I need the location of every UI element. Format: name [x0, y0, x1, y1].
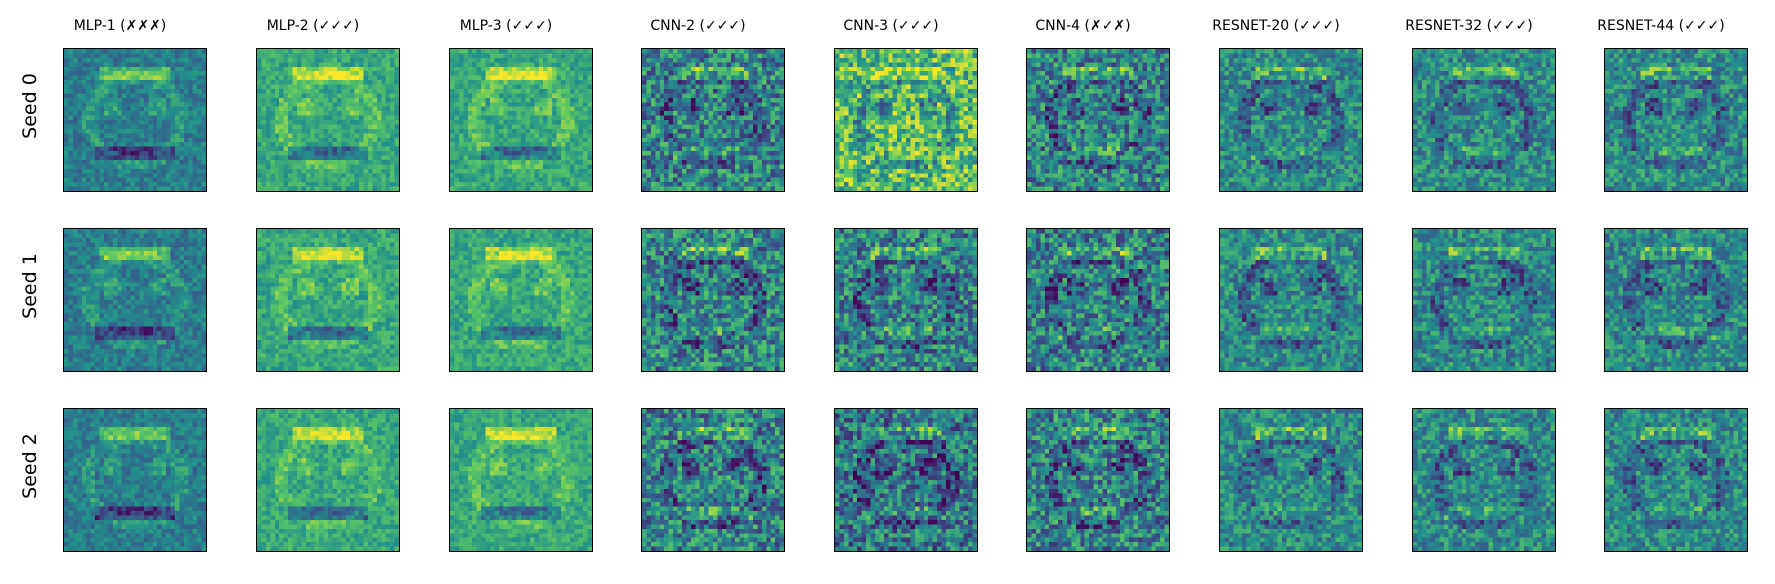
column-title-mlp-2: MLP-2 (✓✓✓) [266, 18, 360, 34]
heatmap-image [257, 49, 399, 191]
column-title-mlp-1: MLP-1 (✗✗✗) [73, 18, 167, 34]
heatmap-image [450, 49, 592, 191]
heatmap-image [642, 229, 784, 371]
heatmap-panel [449, 228, 593, 372]
heatmap-panel [1026, 228, 1170, 372]
heatmap-image [1413, 229, 1555, 371]
heatmap-image [64, 49, 206, 191]
heatmap-image [1027, 49, 1169, 191]
heatmap-image [1027, 229, 1169, 371]
column-title-cnn-2: CNN-2 (✓✓✓) [650, 18, 746, 34]
row-label-seed-1: Seed 1 [19, 253, 41, 319]
column-title-cnn-4: CNN-4 (✗✓✗) [1035, 18, 1131, 34]
heatmap-image [642, 49, 784, 191]
heatmap-image [1605, 49, 1747, 191]
heatmap-panel [256, 228, 400, 372]
heatmap-image [450, 409, 592, 551]
heatmap-image [1220, 49, 1362, 191]
heatmap-panel [1604, 48, 1748, 192]
heatmap-panel [1219, 228, 1363, 372]
heatmap-panel [834, 408, 978, 552]
heatmap-panel [449, 48, 593, 192]
heatmap-panel [1412, 408, 1556, 552]
heatmap-panel [641, 228, 785, 372]
heatmap-panel [256, 48, 400, 192]
heatmap-panel [641, 48, 785, 192]
column-title-cnn-3: CNN-3 (✓✓✓) [843, 18, 939, 34]
heatmap-image [1413, 49, 1555, 191]
row-label-seed-0: Seed 0 [19, 73, 41, 139]
heatmap-panel [449, 408, 593, 552]
heatmap-panel [63, 48, 207, 192]
heatmap-image [1605, 409, 1747, 551]
column-title-resnet-20: RESNET-20 (✓✓✓) [1212, 18, 1340, 34]
heatmap-image [835, 409, 977, 551]
heatmap-panel [1604, 228, 1748, 372]
heatmap-image [1220, 409, 1362, 551]
heatmap-image [257, 229, 399, 371]
heatmap-panel [1604, 408, 1748, 552]
heatmap-panel [1412, 228, 1556, 372]
heatmap-panel [63, 408, 207, 552]
row-label-seed-2: Seed 2 [19, 433, 41, 499]
column-title-mlp-3: MLP-3 (✓✓✓) [459, 18, 553, 34]
column-title-resnet-32: RESNET-32 (✓✓✓) [1405, 18, 1533, 34]
heatmap-panel [641, 408, 785, 552]
heatmap-image [1027, 409, 1169, 551]
heatmap-image [64, 229, 206, 371]
heatmap-image [450, 229, 592, 371]
heatmap-panel [1219, 408, 1363, 552]
heatmap-panel [1026, 408, 1170, 552]
heatmap-image [835, 229, 977, 371]
heatmap-image [642, 409, 784, 551]
heatmap-image [835, 49, 977, 191]
heatmap-panel [1219, 48, 1363, 192]
heatmap-panel [834, 48, 978, 192]
heatmap-panel [256, 408, 400, 552]
heatmap-image [1413, 409, 1555, 551]
column-title-resnet-44: RESNET-44 (✓✓✓) [1597, 18, 1725, 34]
heatmap-panel [63, 228, 207, 372]
heatmap-image [1605, 229, 1747, 371]
heatmap-panel [834, 228, 978, 372]
heatmap-panel [1412, 48, 1556, 192]
heatmap-image [257, 409, 399, 551]
heatmap-image [1220, 229, 1362, 371]
heatmap-panel [1026, 48, 1170, 192]
heatmap-image [64, 409, 206, 551]
